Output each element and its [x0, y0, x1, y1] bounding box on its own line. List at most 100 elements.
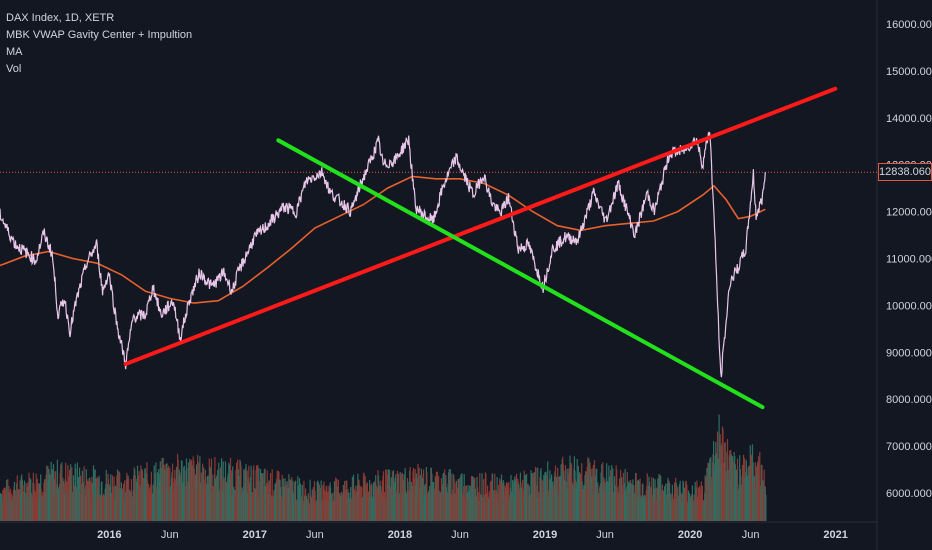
volume-bar — [115, 499, 117, 521]
volume-bar — [704, 475, 706, 521]
volume-bar — [238, 476, 240, 521]
x-tick-label: Jun — [742, 529, 760, 541]
volume-bar — [208, 458, 210, 521]
volume-bar — [655, 487, 657, 521]
legend-indicator-vol[interactable]: Vol — [6, 63, 22, 75]
volume-bar — [729, 450, 731, 521]
volume-bar — [591, 494, 593, 521]
volume-bar — [130, 491, 132, 521]
volume-bar — [492, 474, 494, 521]
volume-bar — [660, 476, 662, 521]
volume-bar — [680, 491, 682, 521]
volume-bar — [714, 455, 716, 521]
volume-bar — [763, 469, 765, 521]
volume-bar — [522, 496, 524, 521]
volume-bar — [169, 468, 171, 521]
volume-bar — [527, 483, 529, 521]
volume-bar — [593, 460, 596, 521]
y-tick-label: 6000.000 — [886, 488, 932, 500]
volume-bar — [250, 465, 252, 521]
volume-bar — [60, 464, 62, 521]
volume-bar — [596, 486, 598, 521]
volume-bar — [213, 474, 215, 521]
y-tick-label: 12000.000 — [886, 207, 932, 219]
x-tick-label: Jun — [161, 529, 179, 541]
x-tick-label: Jun — [451, 529, 469, 541]
y-tick-label: 16000.000 — [886, 19, 932, 31]
volume-bar — [626, 486, 628, 521]
volume-bar — [66, 481, 68, 521]
volume-bar — [75, 487, 77, 521]
volume-bar — [120, 494, 122, 521]
volume-bar — [552, 481, 554, 521]
volume-bar — [240, 465, 242, 521]
volume-bar — [758, 483, 760, 521]
volume-bar — [601, 464, 603, 521]
volume-bar — [657, 478, 659, 521]
volume-bar — [616, 469, 618, 521]
volume-bar — [80, 494, 82, 521]
volume-bar — [665, 483, 667, 521]
legend-symbol[interactable]: DAX Index, 1D, XETR — [6, 12, 115, 24]
price-line — [0, 131, 766, 378]
volume-bar — [198, 475, 200, 521]
volume-bar — [436, 471, 439, 521]
volume-bar — [621, 477, 623, 521]
volume-bar — [125, 492, 127, 521]
volume-bar — [385, 469, 387, 521]
volume-bar — [630, 483, 632, 521]
volume-bar — [709, 482, 711, 521]
volume-bar — [197, 454, 199, 521]
volume-bar — [90, 482, 92, 521]
volume-bar — [154, 472, 156, 521]
volume-bar — [499, 480, 501, 521]
volume-bar — [281, 474, 283, 521]
y-tick-label: 8000.000 — [886, 394, 932, 406]
y-tick-label: 9000.000 — [886, 347, 932, 359]
volume-bar — [95, 497, 97, 521]
volume-bar — [233, 486, 235, 521]
volume-bar — [164, 491, 166, 521]
volume-bar — [645, 490, 647, 521]
volume-bar — [337, 479, 339, 521]
volume-bar — [734, 456, 736, 521]
volume-bar — [257, 465, 259, 521]
chart-legend: DAX Index, 1D, XETR MBK VWAP Gavity Cent… — [6, 10, 192, 78]
volume-bar — [159, 461, 161, 521]
downtrend-line — [276, 138, 765, 410]
volume-bar — [184, 486, 186, 521]
uptrend-line — [123, 86, 838, 367]
volume-bar — [218, 494, 220, 521]
volume-bar — [640, 495, 642, 521]
volume-bar — [85, 469, 87, 521]
volume-bar — [295, 480, 297, 521]
legend-indicator-ma[interactable]: MA — [6, 46, 23, 58]
volume-bar — [55, 471, 57, 521]
volume-bar — [685, 481, 687, 521]
volume-bar — [399, 471, 401, 521]
volume-bar — [562, 456, 564, 521]
volume-bar — [694, 482, 696, 521]
volume-bar — [7, 479, 9, 521]
volume-bar — [689, 496, 691, 521]
ma-line — [0, 175, 766, 304]
volume-bar — [322, 485, 324, 521]
volume-bar — [271, 469, 273, 521]
volume-bar — [12, 496, 14, 521]
volume-bar — [724, 442, 726, 521]
volume-bar — [269, 473, 272, 521]
volume-bars — [0, 414, 767, 521]
volume-bar — [71, 467, 73, 521]
legend-indicator-vwap[interactable]: MBK VWAP Gavity Center + Impultion — [6, 29, 193, 41]
volume-bar — [245, 464, 247, 521]
volume-bar — [517, 481, 519, 521]
x-tick-label: Jun — [306, 529, 324, 541]
x-tick-label: Jun — [596, 529, 614, 541]
y-tick-label: 11000.000 — [886, 254, 932, 266]
y-tick-label: 7000.000 — [886, 441, 932, 453]
volume-bar — [670, 493, 672, 521]
x-tick-label: 2021 — [823, 529, 847, 541]
volume-bar — [135, 494, 137, 521]
